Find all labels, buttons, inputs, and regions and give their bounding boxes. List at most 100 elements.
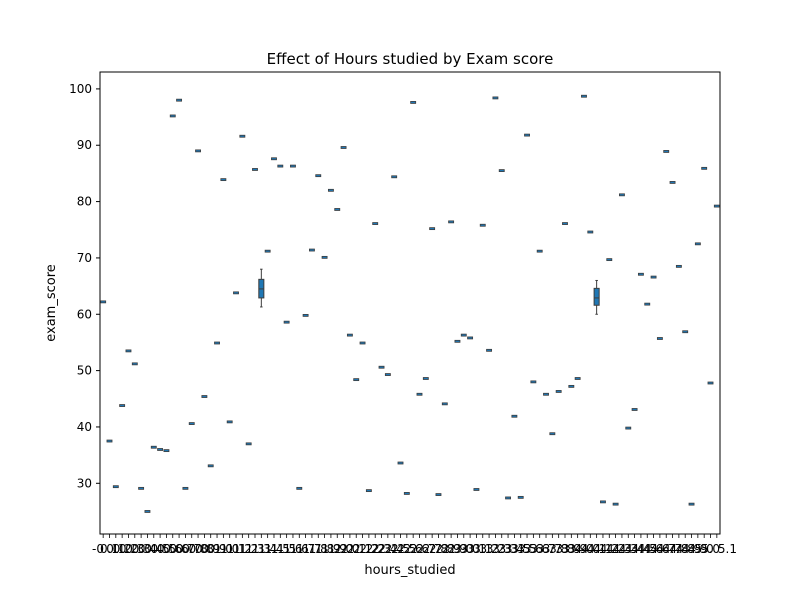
box-mark	[530, 380, 537, 384]
x-tick-label: 0.8	[195, 542, 214, 556]
x-axis: 0.10.10.20.20.30.30.40.40.50.50.60.60.70…	[100, 534, 720, 556]
box-mark	[296, 486, 303, 490]
x-tick-label: 1.3	[245, 542, 264, 556]
box-mark	[346, 333, 353, 337]
box-mark	[713, 204, 720, 208]
x-tick-label: 3.6	[524, 542, 543, 556]
x-tick-label-first: -0	[92, 542, 104, 556]
box-mark	[125, 349, 132, 353]
x-tick-label: 5.0	[701, 542, 720, 556]
y-tick-label: 60	[77, 307, 92, 321]
box-mark	[163, 449, 170, 453]
x-tick-label: 3.1	[467, 542, 486, 556]
x-tick-label: 0.6	[170, 542, 189, 556]
box-mark	[150, 445, 157, 449]
x-tick-label: 4.8	[676, 542, 695, 556]
x-tick-label: 1.4	[258, 542, 277, 556]
x-tick-label: 2.8	[429, 542, 448, 556]
x-tick-label: 1.7	[296, 542, 315, 556]
x-tick-label: 4.7	[663, 542, 682, 556]
box-mark	[555, 390, 562, 393]
x-tick-label: 3.3	[492, 542, 511, 556]
box-mark	[112, 485, 119, 489]
box-mark	[650, 275, 657, 279]
box-mark	[277, 164, 284, 168]
x-tick-label: 5.0	[695, 542, 714, 556]
y-tick-label: 50	[77, 364, 92, 378]
box-mark	[511, 414, 518, 418]
box-mark	[157, 448, 164, 451]
x-tick-label: 4.3	[612, 542, 631, 556]
box-mark	[581, 94, 587, 98]
box-mark	[372, 222, 379, 225]
x-tick-label: 1.1	[226, 542, 245, 556]
box-mark	[517, 495, 524, 499]
box-mark	[549, 432, 556, 436]
box-mark	[188, 422, 195, 425]
x-tick-label: 0.1	[100, 542, 119, 556]
box-mark	[106, 439, 113, 443]
box-mark	[562, 222, 568, 225]
box-mark	[290, 164, 296, 168]
box-body	[593, 287, 600, 306]
box-mark	[233, 291, 239, 295]
box-mark	[675, 264, 682, 268]
box-mark	[226, 420, 233, 424]
x-tick-label: 3.2	[486, 542, 505, 556]
x-tick-label: 2.4	[385, 542, 404, 556]
box-mark	[119, 404, 126, 407]
x-tick-label: 0.1	[106, 542, 125, 556]
box-mark	[201, 395, 208, 398]
x-tick-label: 3.0	[454, 542, 473, 556]
x-tick-label: 1.6	[283, 542, 302, 556]
chart-title: Effect of Hours studied by Exam score	[267, 50, 554, 68]
x-tick-label: 0.4	[138, 542, 157, 556]
x-tick-label: 4.0	[574, 542, 593, 556]
x-tick-label: 4.2	[600, 542, 619, 556]
box-mark	[682, 330, 689, 334]
box-mark	[176, 98, 183, 102]
x-tick-label: 1.5	[271, 542, 290, 556]
x-tick-label: 1.6	[290, 542, 309, 556]
box-mark	[688, 502, 695, 506]
box-mark	[637, 272, 644, 276]
x-tick-label: 0.5	[151, 542, 170, 556]
x-tick-label: 0.5	[157, 542, 176, 556]
x-tick-label: 0.3	[132, 542, 151, 556]
x-tick-label: 3.5	[517, 542, 536, 556]
box-mark	[441, 402, 448, 406]
box-mark	[214, 341, 220, 345]
y-tick-label: 90	[77, 138, 92, 152]
x-tick-label: 2.9	[448, 542, 467, 556]
box-mark	[195, 149, 201, 153]
x-tick-label: 0.6	[163, 542, 182, 556]
box-mark	[454, 339, 461, 343]
x-tick-label: 0.9	[207, 542, 226, 556]
box-mark	[169, 114, 176, 118]
x-tick-label: 1.3	[252, 542, 271, 556]
box-mark	[384, 373, 391, 376]
x-tick-label: 2.5	[391, 542, 410, 556]
box-mark	[309, 248, 315, 252]
box-mark	[625, 426, 632, 430]
box-mark	[264, 249, 271, 253]
box-mark	[220, 178, 227, 182]
box-mark	[239, 134, 246, 138]
x-tick-label: 3.6	[530, 542, 549, 556]
box-mark	[353, 378, 360, 382]
box-mark	[378, 365, 385, 369]
box-mark	[536, 249, 543, 253]
box-mark	[707, 381, 714, 385]
x-tick-label: 0.8	[189, 542, 208, 556]
x-tick-label: 3.4	[505, 542, 524, 556]
box-mark	[100, 300, 107, 304]
x-tick-label: 2.0	[340, 542, 359, 556]
x-tick-label: 3.7	[536, 542, 555, 556]
x-tick-label: 2.9	[442, 542, 461, 556]
x-tick-label: 4.6	[650, 542, 669, 556]
box-mark	[138, 486, 145, 490]
box-mark	[543, 392, 549, 396]
box-mark	[574, 377, 581, 380]
box-mark	[435, 493, 442, 496]
